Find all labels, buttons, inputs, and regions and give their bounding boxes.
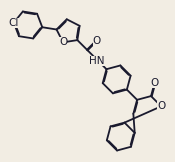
Text: O: O xyxy=(150,78,159,88)
Text: HN: HN xyxy=(89,56,105,65)
Text: O: O xyxy=(157,101,165,111)
Text: O: O xyxy=(93,36,101,46)
Text: O: O xyxy=(59,37,67,47)
Text: Cl: Cl xyxy=(9,18,19,29)
